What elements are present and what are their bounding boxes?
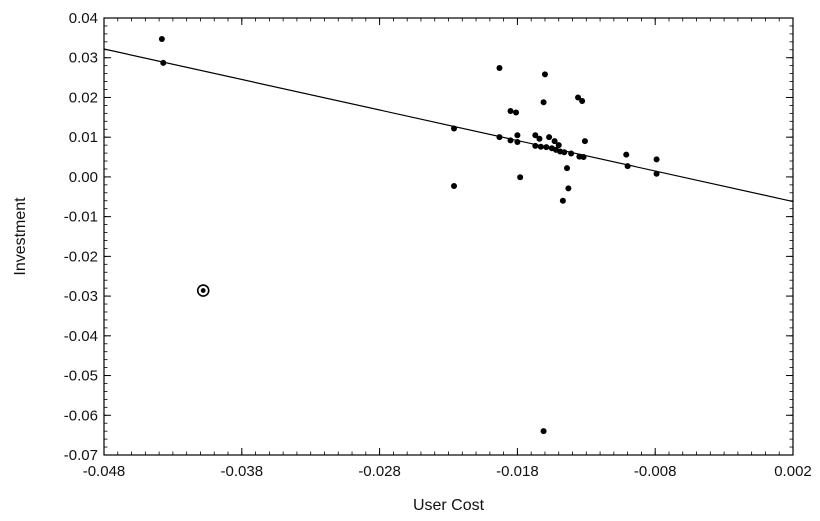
x-tick-label: 0.002 — [774, 463, 812, 480]
x-tick-label: -0.048 — [83, 463, 126, 480]
data-point — [653, 170, 660, 177]
y-axis-title: Investment — [12, 197, 29, 276]
y-tick-label: 0.02 — [69, 89, 98, 106]
data-point — [555, 142, 562, 149]
y-tick-label: -0.02 — [64, 248, 98, 265]
data-point — [551, 138, 558, 145]
data-point — [575, 94, 582, 101]
y-axis: 0.04 0.03 0.02 0.01 0.00 -0.01 -0.02 -0.03 -0.04… — [64, 10, 793, 464]
data-point — [532, 132, 539, 139]
regression-line — [103, 48, 794, 203]
data-point — [536, 135, 543, 142]
y-tick-label: -0.04 — [64, 328, 98, 345]
y-tick-label: 0.00 — [69, 169, 98, 186]
x-tick-label: -0.008 — [634, 463, 677, 480]
data-point — [564, 165, 571, 172]
data-point — [580, 154, 587, 161]
data-point — [514, 138, 521, 145]
data-point — [507, 107, 514, 114]
x-tick-label: -0.028 — [358, 463, 401, 480]
x-tick-label: -0.038 — [221, 463, 264, 480]
data-point — [540, 428, 547, 435]
data-point — [581, 138, 588, 145]
data-point — [507, 137, 514, 144]
plot-area-frame — [103, 17, 794, 456]
data-point — [653, 156, 660, 163]
x-axis: -0.048 -0.038 -0.028 -0.018 -0.008 0.002 — [83, 18, 812, 480]
data-point — [624, 163, 631, 170]
data-point — [158, 36, 165, 43]
x-axis-title: User Cost — [413, 497, 485, 514]
y-tick-label: 0.04 — [69, 10, 98, 27]
data-point — [513, 109, 520, 116]
data-point — [532, 142, 539, 149]
data-point — [546, 134, 553, 141]
data-point — [559, 197, 566, 204]
data-point — [561, 149, 568, 156]
y-tick-label: -0.03 — [64, 288, 98, 305]
y-tick-label: 0.01 — [69, 129, 98, 146]
data-point — [451, 125, 458, 132]
data-point — [623, 151, 630, 158]
x-tick-label: -0.018 — [496, 463, 539, 480]
data-points — [158, 36, 660, 435]
y-tick-label: -0.06 — [64, 407, 98, 424]
data-point — [517, 174, 524, 181]
data-point — [496, 134, 503, 141]
outlier-point-core — [200, 288, 206, 293]
y-tick-label: -0.05 — [64, 368, 98, 385]
data-point — [514, 132, 521, 139]
data-point — [565, 185, 572, 192]
data-point — [543, 144, 550, 151]
data-point — [541, 71, 548, 78]
y-tick-label: -0.01 — [64, 209, 98, 226]
data-point — [568, 150, 575, 157]
y-tick-label: -0.07 — [64, 447, 98, 464]
data-point — [579, 98, 586, 105]
data-point — [451, 183, 458, 190]
y-tick-label: 0.03 — [69, 50, 98, 67]
data-point — [496, 65, 503, 72]
data-point — [537, 143, 544, 150]
data-point — [540, 99, 547, 106]
data-point — [160, 59, 167, 66]
